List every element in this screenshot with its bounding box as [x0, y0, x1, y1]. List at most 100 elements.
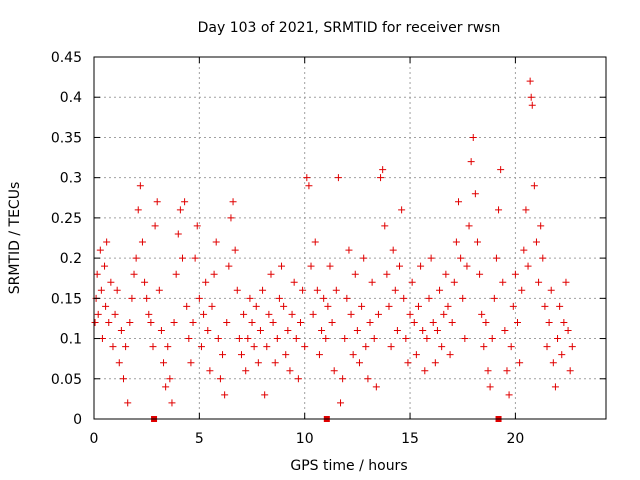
data-point	[429, 318, 437, 326]
data-point	[305, 182, 313, 190]
data-point	[341, 335, 349, 343]
data-point	[242, 367, 250, 375]
data-point	[259, 286, 267, 294]
data-point	[275, 294, 283, 302]
data-point	[170, 318, 178, 326]
data-point	[343, 294, 351, 302]
data-point	[412, 351, 420, 359]
data-point	[524, 262, 532, 270]
y-tick-label: 0	[73, 412, 82, 428]
data-point	[278, 262, 286, 270]
data-point	[490, 294, 498, 302]
data-point	[398, 206, 406, 214]
data-point	[128, 294, 136, 302]
data-point	[446, 351, 454, 359]
data-point	[221, 391, 229, 399]
data-point	[560, 318, 568, 326]
data-point	[197, 343, 205, 351]
data-point	[455, 198, 463, 206]
data-point	[545, 318, 553, 326]
data-point	[235, 335, 243, 343]
data-point	[328, 318, 336, 326]
data-point	[103, 238, 111, 246]
data-point	[309, 310, 317, 318]
data-point	[172, 270, 180, 278]
data-point	[102, 302, 110, 310]
data-point	[273, 335, 281, 343]
x-tick-label: 5	[195, 431, 204, 447]
data-point	[431, 359, 439, 367]
data-point	[501, 327, 509, 335]
y-axis-ticks: 0 0.05 0.1 0.15 0.2 0.25 0.3 0.35 0.4 0.45	[51, 50, 606, 428]
data-point	[183, 302, 191, 310]
data-point	[208, 302, 216, 310]
data-point	[105, 318, 113, 326]
data-point	[391, 286, 399, 294]
data-point	[265, 310, 273, 318]
data-point	[448, 318, 456, 326]
data-point	[383, 270, 391, 278]
data-point	[541, 302, 549, 310]
data-point	[419, 327, 427, 335]
data-point	[214, 335, 222, 343]
data-point	[248, 318, 256, 326]
data-point	[347, 310, 355, 318]
data-point	[315, 351, 323, 359]
data-point	[187, 359, 195, 367]
data-point	[322, 335, 330, 343]
data-point	[374, 310, 382, 318]
data-point	[227, 214, 235, 222]
plot-frame	[93, 56, 607, 420]
data-point	[467, 158, 475, 166]
data-point	[113, 286, 121, 294]
data-point	[337, 399, 345, 407]
data-point	[195, 294, 203, 302]
data-point	[240, 310, 248, 318]
data-points	[91, 77, 576, 407]
grid-lines	[94, 57, 606, 419]
chart-title: Day 103 of 2021, SRMTID for receiver rws…	[198, 20, 501, 36]
data-point	[223, 318, 231, 326]
y-axis-label: SRMTID / TECUs	[7, 182, 23, 295]
data-point	[284, 327, 292, 335]
data-point	[425, 294, 433, 302]
data-point	[389, 246, 397, 254]
data-point	[155, 286, 163, 294]
data-point	[358, 302, 366, 310]
data-point	[535, 278, 543, 286]
data-point	[492, 254, 500, 262]
data-point	[362, 343, 370, 351]
data-point	[408, 278, 416, 286]
data-point	[288, 310, 296, 318]
data-point	[191, 254, 199, 262]
data-point	[301, 343, 309, 351]
data-point	[469, 133, 477, 141]
data-point	[178, 254, 186, 262]
data-point	[345, 246, 353, 254]
data-point	[379, 166, 387, 174]
data-point	[210, 270, 218, 278]
y-tick-label: 0.4	[60, 90, 82, 106]
data-point	[269, 318, 277, 326]
data-point	[406, 310, 414, 318]
data-point	[225, 262, 233, 270]
data-point	[505, 391, 513, 399]
data-point	[461, 335, 469, 343]
x-tick-label: 0	[90, 431, 99, 447]
data-point	[94, 310, 102, 318]
data-point	[280, 302, 288, 310]
data-point	[543, 343, 551, 351]
data-point	[153, 198, 161, 206]
data-point	[497, 166, 505, 174]
data-point	[294, 375, 302, 383]
data-point	[509, 302, 517, 310]
data-point	[124, 399, 132, 407]
data-point	[231, 246, 239, 254]
data-point	[438, 343, 446, 351]
data-point	[334, 174, 342, 182]
data-point	[160, 359, 168, 367]
data-point	[166, 375, 174, 383]
data-point	[427, 254, 435, 262]
data-point	[109, 343, 117, 351]
